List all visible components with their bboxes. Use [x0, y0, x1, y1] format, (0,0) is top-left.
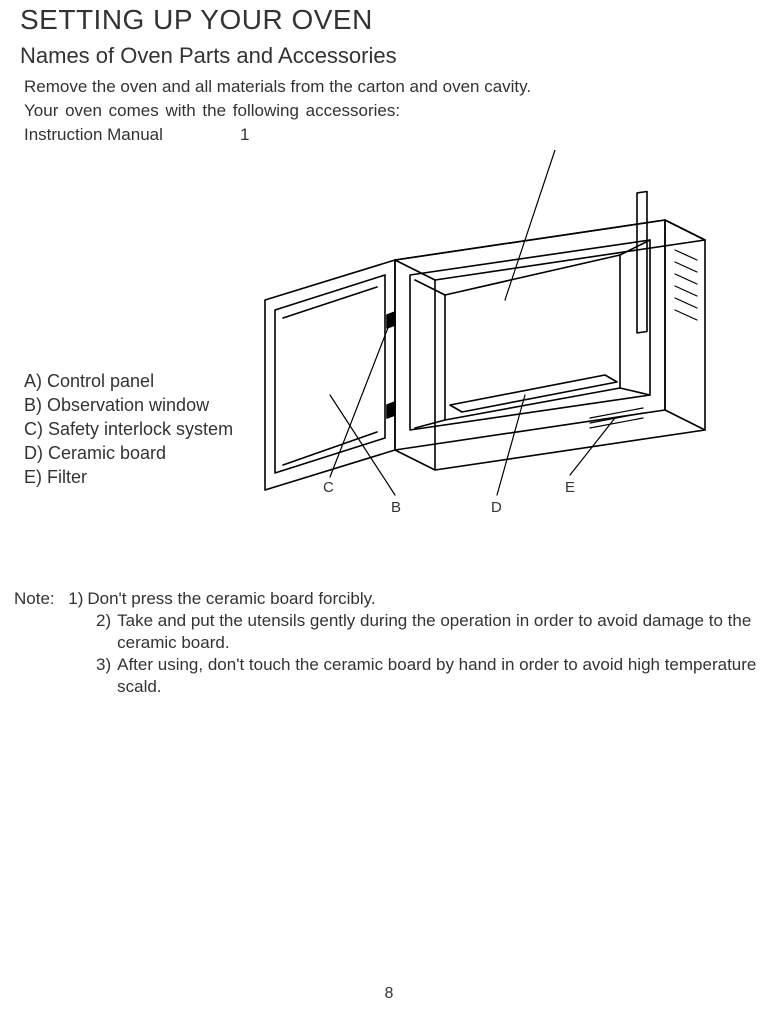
note-1-text: Don't press the ceramic board forcibly. — [87, 588, 766, 610]
page-number: 8 — [0, 985, 778, 1003]
accessory-qty: 1 — [240, 125, 249, 145]
part-c: C) Safety interlock system — [24, 417, 233, 441]
part-d: D) Ceramic board — [24, 441, 233, 465]
part-b: B) Observation window — [24, 393, 233, 417]
note-prefix: Note: — [14, 588, 59, 610]
part-a: A) Control panel — [24, 369, 233, 393]
label-d: D — [491, 499, 502, 516]
note-3: 3) After using, don't touch the ceramic … — [14, 654, 766, 698]
manual-page: SETTING UP YOUR OVEN Names of Oven Parts… — [0, 0, 778, 1021]
label-c: C — [323, 479, 334, 496]
oven-diagram: A B C D E — [245, 150, 725, 520]
note-1-num: 1) — [59, 588, 87, 610]
note-2-text: Take and put the utensils gently during … — [117, 610, 766, 654]
accessory-name: Instruction Manual — [24, 125, 163, 145]
note-1: Note: 1) Don't press the ceramic board f… — [14, 588, 766, 610]
note-3-text: After using, don't touch the ceramic boa… — [117, 654, 766, 698]
parts-legend: A) Control panel B) Observation window C… — [24, 369, 233, 489]
label-e: E — [565, 479, 575, 496]
label-b: B — [391, 499, 401, 516]
oven-svg: A B C D E — [245, 150, 725, 520]
part-e: E) Filter — [24, 465, 233, 489]
label-a: A — [551, 150, 561, 152]
note-3-num: 3) — [96, 654, 117, 698]
section-subtitle: Names of Oven Parts and Accessories — [20, 43, 397, 69]
page-title: SETTING UP YOUR OVEN — [20, 4, 373, 36]
intro-line-1: Remove the oven and all materials from t… — [24, 77, 531, 97]
notes-section: Note: 1) Don't press the ceramic board f… — [14, 588, 766, 698]
note-2-num: 2) — [96, 610, 117, 654]
note-2: 2) Take and put the utensils gently duri… — [14, 610, 766, 654]
intro-line-2: Your oven comes with the following acces… — [24, 101, 400, 121]
